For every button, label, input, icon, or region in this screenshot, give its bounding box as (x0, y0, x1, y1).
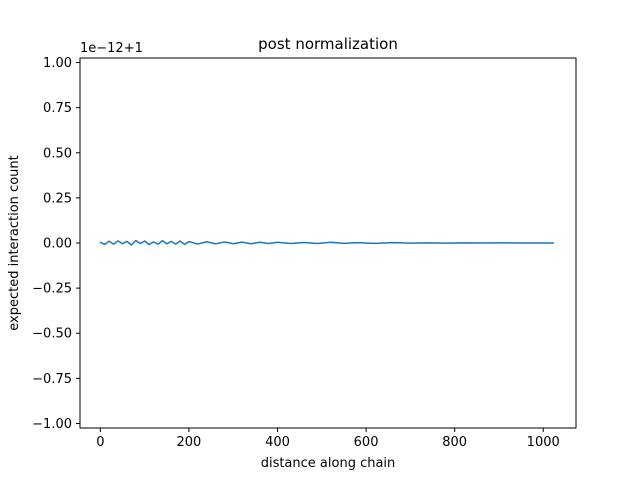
y-tick-label: −1.00 (32, 417, 72, 432)
x-tick-label: 600 (354, 435, 379, 450)
x-tick-label: 800 (442, 435, 467, 450)
y-tick-label: 0.50 (43, 146, 72, 161)
series-line-0 (99, 239, 555, 246)
y-tick-label: 1.00 (43, 56, 72, 71)
y-tick-label: 0.25 (43, 191, 72, 206)
x-tick-label: 1000 (527, 435, 560, 450)
y-tick-label: −0.25 (32, 282, 72, 297)
y-tick-label: 0.75 (43, 101, 72, 116)
chart-title: post normalization (258, 35, 398, 53)
y-tick-label: −0.50 (32, 327, 72, 342)
y-tick-label: −0.75 (32, 372, 72, 387)
x-axis-label: distance along chain (261, 456, 396, 471)
x-tick-label: 0 (96, 435, 104, 450)
x-tick-label: 200 (177, 435, 202, 450)
y-tick-label: 0.00 (43, 237, 72, 252)
x-tick-label: 400 (265, 435, 290, 450)
offset-text: 1e−12+1 (80, 41, 143, 56)
plot-frame (79, 57, 577, 429)
series-layer (99, 239, 555, 246)
y-axis-label: expected interaction count (7, 155, 22, 330)
ticks-layer: 0 200 400 600 800 1000 −1.00 −0.75 −0.50 −0.25 0.0… (32, 56, 560, 450)
